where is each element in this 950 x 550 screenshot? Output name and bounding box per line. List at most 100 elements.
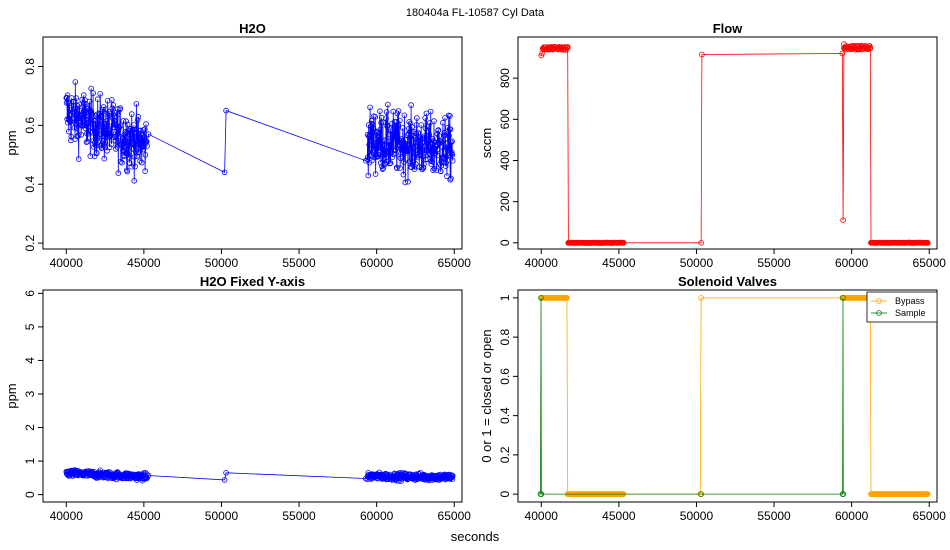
x-tick-label: 60000 xyxy=(835,256,869,270)
series-h2o-0-point xyxy=(102,139,109,146)
series-h2o-0-point xyxy=(99,113,105,119)
series-h2o-0-point xyxy=(429,150,436,157)
series-h2o-0-point xyxy=(134,117,141,123)
series-h2o-0-point xyxy=(442,163,449,170)
series-h2o-0-point xyxy=(407,120,414,127)
series-h2o-0-point xyxy=(142,168,148,174)
series-h2o-0-point xyxy=(392,134,399,140)
series-h2o-0-point xyxy=(371,141,378,147)
y-tick-label: 0.2 xyxy=(498,446,512,463)
series-h2o-0-point xyxy=(434,146,441,153)
series-h2o-0-point xyxy=(138,159,145,166)
series-h2o-0-point xyxy=(444,173,450,179)
series-h2o-0-point xyxy=(133,101,140,107)
x-tick-label: 65000 xyxy=(913,509,947,523)
series-h2o-0-point xyxy=(109,97,115,103)
series-h2o-0-point xyxy=(101,155,108,162)
series-bypass-point xyxy=(924,491,931,497)
series-h2o-0-point xyxy=(126,131,133,138)
series-h2o-fixed-0-point xyxy=(223,469,229,476)
flow-panel: Flow 40000 45000 50000 55000 60000 65000 0 200 40… xyxy=(479,21,946,270)
series-h2o-0-point xyxy=(425,150,432,156)
plot-area xyxy=(63,79,456,186)
series-h2o-0-point xyxy=(407,145,414,151)
series-h2o-0-point xyxy=(133,149,139,155)
series-h2o-0-point xyxy=(395,108,402,114)
series-h2o-0-point xyxy=(449,152,456,158)
y-tick-label: 0.6 xyxy=(498,368,512,385)
series-h2o-0-point xyxy=(103,118,110,124)
series-h2o-0-point xyxy=(441,129,448,136)
series-h2o-0-point xyxy=(429,158,436,165)
series-h2o-0-point xyxy=(64,92,71,98)
y-tick-label: 200 xyxy=(498,191,512,211)
x-tick-label: 65000 xyxy=(913,256,947,270)
series-h2o-0-point xyxy=(131,178,138,184)
series-h2o-0-point xyxy=(128,163,135,170)
series-h2o-0-point xyxy=(142,152,149,158)
series-h2o-0-point xyxy=(441,132,448,139)
series-h2o-0-point xyxy=(397,165,403,171)
legend: Bypass Sample xyxy=(866,291,938,323)
series-h2o-0-point xyxy=(380,147,387,154)
series-h2o-0-point xyxy=(382,148,389,154)
series-h2o-0-point xyxy=(99,109,106,115)
series-h2o-0-point xyxy=(124,168,131,175)
series-h2o-0-point xyxy=(401,112,408,119)
x-tick-label: 40000 xyxy=(525,509,559,523)
series-h2o-0-point xyxy=(397,155,404,162)
series-h2o-0-point xyxy=(114,144,120,150)
series-h2o-0-point xyxy=(425,156,431,163)
series-h2o-0-point xyxy=(66,128,72,135)
series-h2o-0-point xyxy=(431,118,437,124)
plot-frame xyxy=(517,289,938,503)
y-axis-label: sccm xyxy=(479,128,494,158)
x-tick-label: 45000 xyxy=(127,256,161,270)
series-h2o-0-point xyxy=(437,137,443,144)
x-tick-label: 60000 xyxy=(835,509,869,523)
series-h2o-0-point xyxy=(407,129,413,135)
series-h2o-0-point xyxy=(145,131,152,138)
series-h2o-0-point xyxy=(81,109,88,115)
series-h2o-0-point xyxy=(81,121,88,128)
series-h2o-0-point xyxy=(120,118,127,124)
series-h2o-0-point xyxy=(116,124,122,131)
series-h2o-0-point xyxy=(440,119,446,126)
series-h2o-0-point xyxy=(88,85,94,92)
series-h2o-fixed-0-point xyxy=(449,476,456,483)
series-h2o-0-point xyxy=(399,154,406,160)
x-tick-label: 65000 xyxy=(438,256,472,270)
series-h2o-0-point xyxy=(122,143,128,149)
series-h2o-0-point xyxy=(137,158,143,164)
series-h2o-0-point xyxy=(433,143,440,149)
series-h2o-0-point xyxy=(382,151,389,157)
series-h2o-0-point xyxy=(411,166,418,172)
y-tick-label: 2 xyxy=(23,424,37,431)
series-h2o-0-point xyxy=(117,105,123,111)
series-h2o-0-point xyxy=(447,113,453,119)
y-tick-label: 0.4 xyxy=(498,407,512,424)
series-h2o-0-point xyxy=(422,156,429,163)
series-h2o-0-point xyxy=(399,125,406,131)
legend-swatch-point xyxy=(876,298,882,304)
series-h2o-0-point xyxy=(419,166,425,173)
series-h2o-0-point xyxy=(94,111,100,118)
series-flow-0-line xyxy=(540,44,929,244)
y-tick-label: 0.6 xyxy=(23,117,37,134)
series-h2o-0-point xyxy=(75,132,82,139)
series-h2o-0-point xyxy=(425,123,432,130)
solenoid-valves-panel: Solenoid Valves 40000 45000 50000 55000 60000… xyxy=(479,274,946,523)
series-h2o-0-point xyxy=(392,122,399,129)
series-h2o-0-point xyxy=(109,134,115,141)
series-h2o-0-point xyxy=(365,172,372,179)
series-h2o-0-point xyxy=(418,122,425,128)
series-h2o-0-point xyxy=(400,171,407,178)
legend-entry-sample: Sample xyxy=(895,308,926,318)
series-h2o-fixed-0-point xyxy=(145,472,152,479)
series-h2o-0-point xyxy=(375,145,382,151)
series-flow-0-point xyxy=(699,51,705,58)
series-h2o-0-point xyxy=(401,159,407,165)
x-tick-label: 55000 xyxy=(757,256,791,270)
series-h2o-0-point xyxy=(73,95,79,101)
